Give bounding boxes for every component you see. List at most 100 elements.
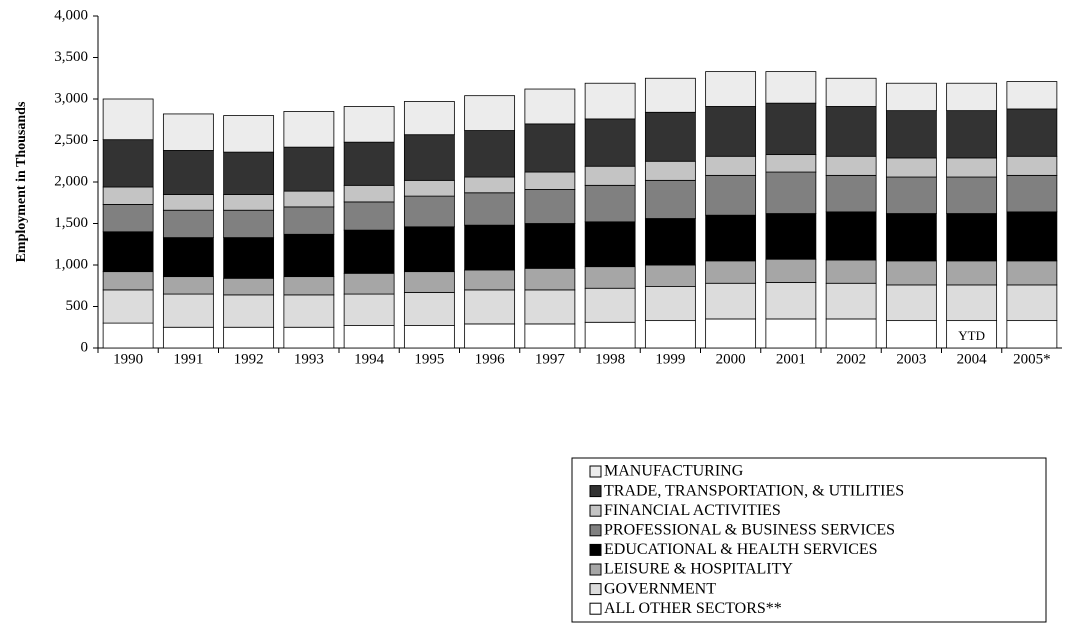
bar-segment — [162, 237, 214, 278]
legend-swatch — [589, 524, 602, 537]
bar-segment — [343, 229, 395, 274]
x-tick-label: 1991 — [173, 351, 203, 367]
y-tick-label: 1,500 — [54, 215, 88, 231]
x-tick-label: 1996 — [475, 351, 506, 367]
bar-segment — [644, 264, 696, 287]
bar-segment — [403, 325, 455, 349]
bar-segment — [1006, 174, 1058, 213]
bar-segment — [825, 211, 877, 261]
bar-segment — [102, 289, 154, 324]
x-tick-label: 1995 — [414, 351, 444, 367]
bar-segment — [343, 293, 395, 326]
bar-segment — [765, 71, 817, 104]
bar-segment — [885, 260, 937, 286]
bar-segment — [705, 214, 757, 262]
bar-segment — [524, 289, 576, 325]
bar-segment — [223, 326, 275, 349]
bar-segment — [644, 77, 696, 113]
x-tick-label: 2000 — [716, 351, 746, 367]
bar-segment — [162, 276, 214, 295]
bar-segment — [765, 171, 817, 214]
legend-label: PROFESSIONAL & BUSINESS SERVICES — [604, 521, 895, 538]
bar-segment — [1006, 155, 1058, 176]
legend-swatch — [589, 504, 602, 517]
bar-segment — [524, 189, 576, 224]
x-tick-label: 2001 — [776, 351, 806, 367]
bar-segment — [1006, 108, 1058, 157]
bar-segment — [283, 233, 335, 278]
bar-segment — [403, 101, 455, 136]
bar-segment — [524, 123, 576, 173]
bar-segment — [464, 176, 516, 194]
bar-segment — [765, 213, 817, 260]
bar-segment — [403, 134, 455, 181]
bar-segment — [223, 294, 275, 328]
bar-segment — [464, 95, 516, 131]
bar-segment — [102, 204, 154, 233]
bar-segment — [584, 184, 636, 223]
bar-segment — [464, 224, 516, 271]
x-tick-label: 1994 — [354, 351, 385, 367]
bar-segment — [162, 113, 214, 151]
bar-segment — [885, 213, 937, 262]
x-tick-label: 2004 — [957, 351, 988, 367]
y-tick-label: 3,000 — [54, 90, 88, 106]
bar-segment — [584, 221, 636, 268]
bar-segment — [524, 267, 576, 291]
bar-segment — [765, 318, 817, 349]
bar-segment — [705, 260, 757, 284]
legend-swatch — [589, 465, 602, 478]
bar-segment — [283, 326, 335, 349]
bar-segment — [765, 154, 817, 173]
bar-segment — [223, 194, 275, 211]
bar-segment — [584, 165, 636, 186]
bar-segment — [584, 287, 636, 323]
bar-segment — [343, 272, 395, 295]
bar-segment — [946, 260, 998, 286]
y-tick-label: 2,500 — [54, 132, 88, 148]
legend-swatch — [589, 583, 602, 596]
bar-segment — [885, 157, 937, 178]
bar-segment — [705, 174, 757, 216]
bar-segment — [343, 325, 395, 349]
legend-label: ALL OTHER SECTORS** — [604, 600, 782, 617]
bar-segment — [162, 150, 214, 195]
bar-segment — [102, 322, 154, 349]
bar-segment — [825, 174, 877, 213]
bar-segment — [1006, 320, 1058, 349]
bar-segment — [1006, 81, 1058, 110]
bar-segment — [162, 209, 214, 239]
bar-segment — [946, 284, 998, 322]
bar-segment — [162, 194, 214, 211]
y-tick-label: 500 — [66, 298, 89, 314]
y-tick-label: 2,000 — [54, 173, 88, 189]
bar-segment — [825, 282, 877, 320]
legend-label: EDUCATIONAL & HEALTH SERVICES — [604, 541, 878, 558]
bar-segment — [1006, 260, 1058, 286]
bar-segment — [343, 141, 395, 186]
bar-segment — [283, 206, 335, 235]
bar-segment — [464, 192, 516, 226]
bar-segment — [584, 266, 636, 289]
bar-segment — [765, 102, 817, 156]
y-tick-label: 0 — [81, 339, 89, 355]
bar-segment — [946, 157, 998, 178]
bar-segment — [343, 106, 395, 143]
bar-segment — [162, 326, 214, 349]
legend-label: MANUFACTURING — [604, 463, 744, 480]
bar-segment — [946, 213, 998, 262]
x-tick-label: 1997 — [535, 351, 566, 367]
x-tick-label: 1990 — [113, 351, 143, 367]
bar-segment — [283, 190, 335, 208]
legend-swatch — [589, 563, 602, 576]
bar-segment — [403, 271, 455, 293]
x-tick-label: 1998 — [595, 351, 625, 367]
legend-box — [571, 457, 1047, 623]
bar-segment — [825, 106, 877, 157]
x-tick-label: 2002 — [836, 351, 866, 367]
x-tick-label: 2005* — [1013, 351, 1051, 367]
bar-segment — [885, 176, 937, 214]
bar-segment — [705, 71, 757, 107]
legend-label: TRADE, TRANSPORTATION, & UTILITIES — [604, 482, 904, 499]
